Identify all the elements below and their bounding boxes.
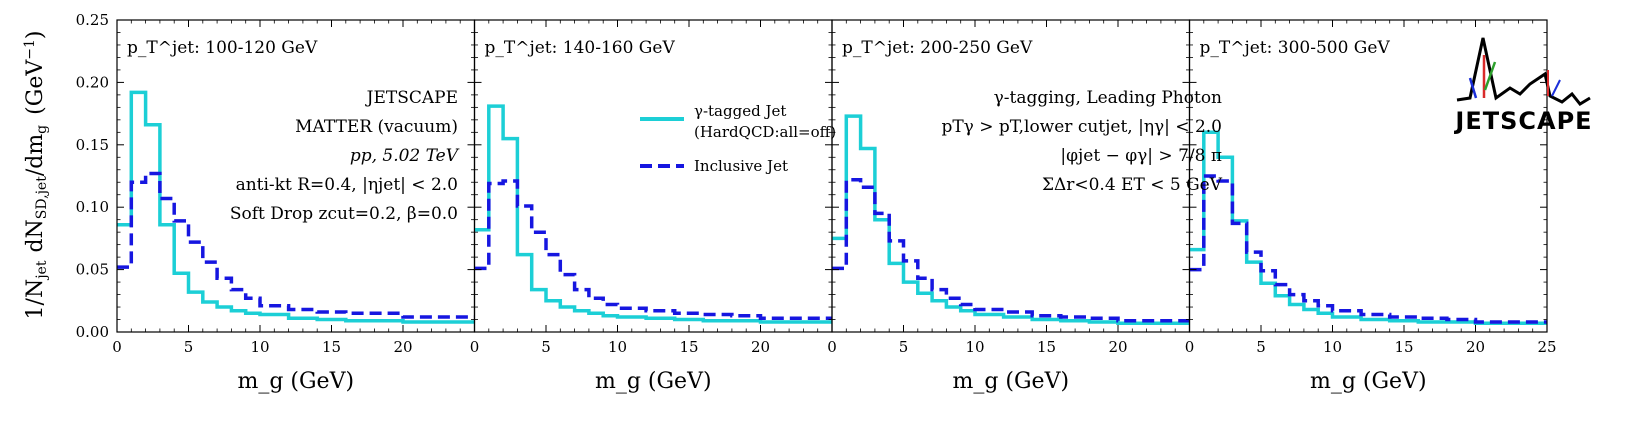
y-axis-label: 1/Njet dNSD,jet/dmg (GeV−1) [22, 31, 50, 320]
series-inclusive-panel-1 [117, 171, 475, 319]
panel-label-3: p_T^jet: 200-250 GeV [842, 38, 1033, 58]
annotation-matter: MATTER (vacuum) [295, 117, 458, 137]
legend-label-gamma-sub: (HardQCD:all=off) [694, 123, 836, 141]
annotation-tagging: γ-tagging, Leading Photon [994, 88, 1222, 108]
series-gamma-tagged-panel-3 [832, 114, 1190, 326]
legend-label-gamma: γ-tagged Jet [694, 102, 786, 120]
annotation-system: pp, 5.02 TeV [350, 146, 460, 166]
jetscape-logo: JETSCAPE [1453, 37, 1592, 135]
x-tick-label-2-4: 20 [751, 338, 770, 356]
y-tick-label-5: 0.25 [76, 11, 109, 29]
panel-4: 0 5 10 15 20 25 m_g (GeV) p_T^jet: 300-500 GeV [1185, 19, 1557, 394]
annotation-jetscape: JETSCAPE [365, 88, 458, 108]
annotation-iso: ΣΔr<0.4 ET < 5 GeV [1042, 175, 1223, 195]
y-axis-label-text: 1/Njet dNSD,jet/dmg (GeV−1) [22, 31, 50, 320]
series-inclusive-panel-2 [474, 179, 832, 321]
panel-frame-4 [1188, 19, 1548, 333]
y-tick-label-4: 0.20 [76, 73, 109, 91]
panel-label-1: p_T^jet: 100-120 GeV [127, 38, 318, 58]
y-label-sub-g: g [34, 125, 50, 134]
series-inclusive-panel-4 [1189, 174, 1547, 324]
x-axis-label-1: m_g (GeV) [237, 369, 354, 394]
y-label-unit: (GeV [23, 59, 48, 115]
panels-layer: 0 5 10 15 20 m_g (GeV) p_T^jet: 100-120 GeV 0 5 1… [76, 11, 1557, 394]
x-tick-label-4-5: 25 [1537, 338, 1556, 356]
logo-blue-track-2 [1551, 79, 1561, 97]
x-tick-label-1-2: 10 [250, 338, 269, 356]
y-label-dmg: /dm [23, 134, 48, 176]
panel3-annotations: γ-tagging, Leading Photon pTγ > pT,lower… [941, 88, 1222, 195]
logo-blue-track [1468, 77, 1478, 99]
x-tick-label-2-1: 5 [541, 338, 551, 356]
logo-text: JETSCAPE [1453, 107, 1592, 135]
y-tick-label-3: 0.15 [76, 136, 109, 154]
x-tick-label-3-0: 0 [827, 338, 837, 356]
x-tick-label-2-2: 10 [608, 338, 627, 356]
panel-label-4: p_T^jet: 300-500 GeV [1200, 38, 1391, 58]
y-label-sub-sd: SD,jet [34, 176, 50, 219]
x-axis-label-4: m_g (GeV) [1310, 369, 1427, 394]
x-tick-label-1-4: 20 [393, 338, 412, 356]
annotation-dphi: |φjet − φγ| > 7/8 π [1060, 146, 1222, 166]
x-tick-label-3-4: 20 [1108, 338, 1127, 356]
x-tick-label-1-0: 0 [112, 338, 122, 356]
logo-green-track [1483, 61, 1497, 91]
x-tick-label-4-2: 10 [1323, 338, 1342, 356]
series-gamma-tagged-panel-2 [474, 104, 832, 324]
x-tick-label-2-0: 0 [470, 338, 480, 356]
panel-3: 0 5 10 15 20 m_g (GeV) p_T^jet: 200-250 GeV [827, 19, 1191, 394]
y-label-dn: dN [23, 219, 48, 252]
series-gamma-tagged-panel-4 [1189, 130, 1547, 326]
annotation-ptcut: pTγ > pT,lower cutjet, |ηγ| < 2.0 [941, 117, 1222, 137]
y-label-unit-close: ) [23, 31, 48, 40]
annotation-jets: anti-kt R=0.4, |ηjet| < 2.0 [236, 175, 458, 195]
panel-2: 0 5 10 15 20 m_g (GeV) p_T^jet: 140-160 GeV [470, 19, 833, 394]
x-tick-label-2-3: 15 [679, 338, 698, 356]
y-tick-label-1: 0.05 [76, 261, 109, 279]
x-tick-label-4-0: 0 [1185, 338, 1195, 356]
y-label-sub-jet: jet [34, 260, 50, 281]
y-label-sup: −1 [22, 39, 38, 60]
x-tick-label-4-3: 15 [1394, 338, 1413, 356]
series-gamma-tagged-panel-1 [117, 90, 475, 324]
legend-label-inclusive: Inclusive Jet [694, 157, 788, 175]
panel1-annotations: JETSCAPE MATTER (vacuum) pp, 5.02 TeV an… [230, 88, 460, 224]
y-tick-label-2: 0.10 [76, 198, 109, 216]
panel-1: 0 5 10 15 20 m_g (GeV) p_T^jet: 100-120 GeV [112, 19, 476, 394]
x-tick-label-3-2: 10 [965, 338, 984, 356]
series-inclusive-panel-3 [832, 177, 1190, 323]
x-axis-label-3: m_g (GeV) [952, 369, 1069, 394]
x-tick-label-1-3: 15 [322, 338, 341, 356]
panel-label-2: p_T^jet: 140-160 GeV [485, 38, 676, 58]
x-axis-label-2: m_g (GeV) [595, 369, 712, 394]
x-tick-label-3-3: 15 [1037, 338, 1056, 356]
panel-frame-2 [473, 19, 833, 333]
legend: γ-tagged Jet (HardQCD:all=off) Inclusive… [640, 102, 836, 175]
x-tick-label-4-1: 5 [1256, 338, 1266, 356]
y-label-frac-1: 1/N [23, 279, 48, 320]
x-tick-label-3-1: 5 [899, 338, 909, 356]
y-tick-label-0: 0.00 [76, 323, 109, 341]
x-tick-label-1-1: 5 [184, 338, 194, 356]
logo-mountains [1456, 37, 1591, 106]
annotation-softdrop: Soft Drop zcut=0.2, β=0.0 [230, 204, 458, 224]
x-tick-label-4-4: 20 [1466, 338, 1485, 356]
